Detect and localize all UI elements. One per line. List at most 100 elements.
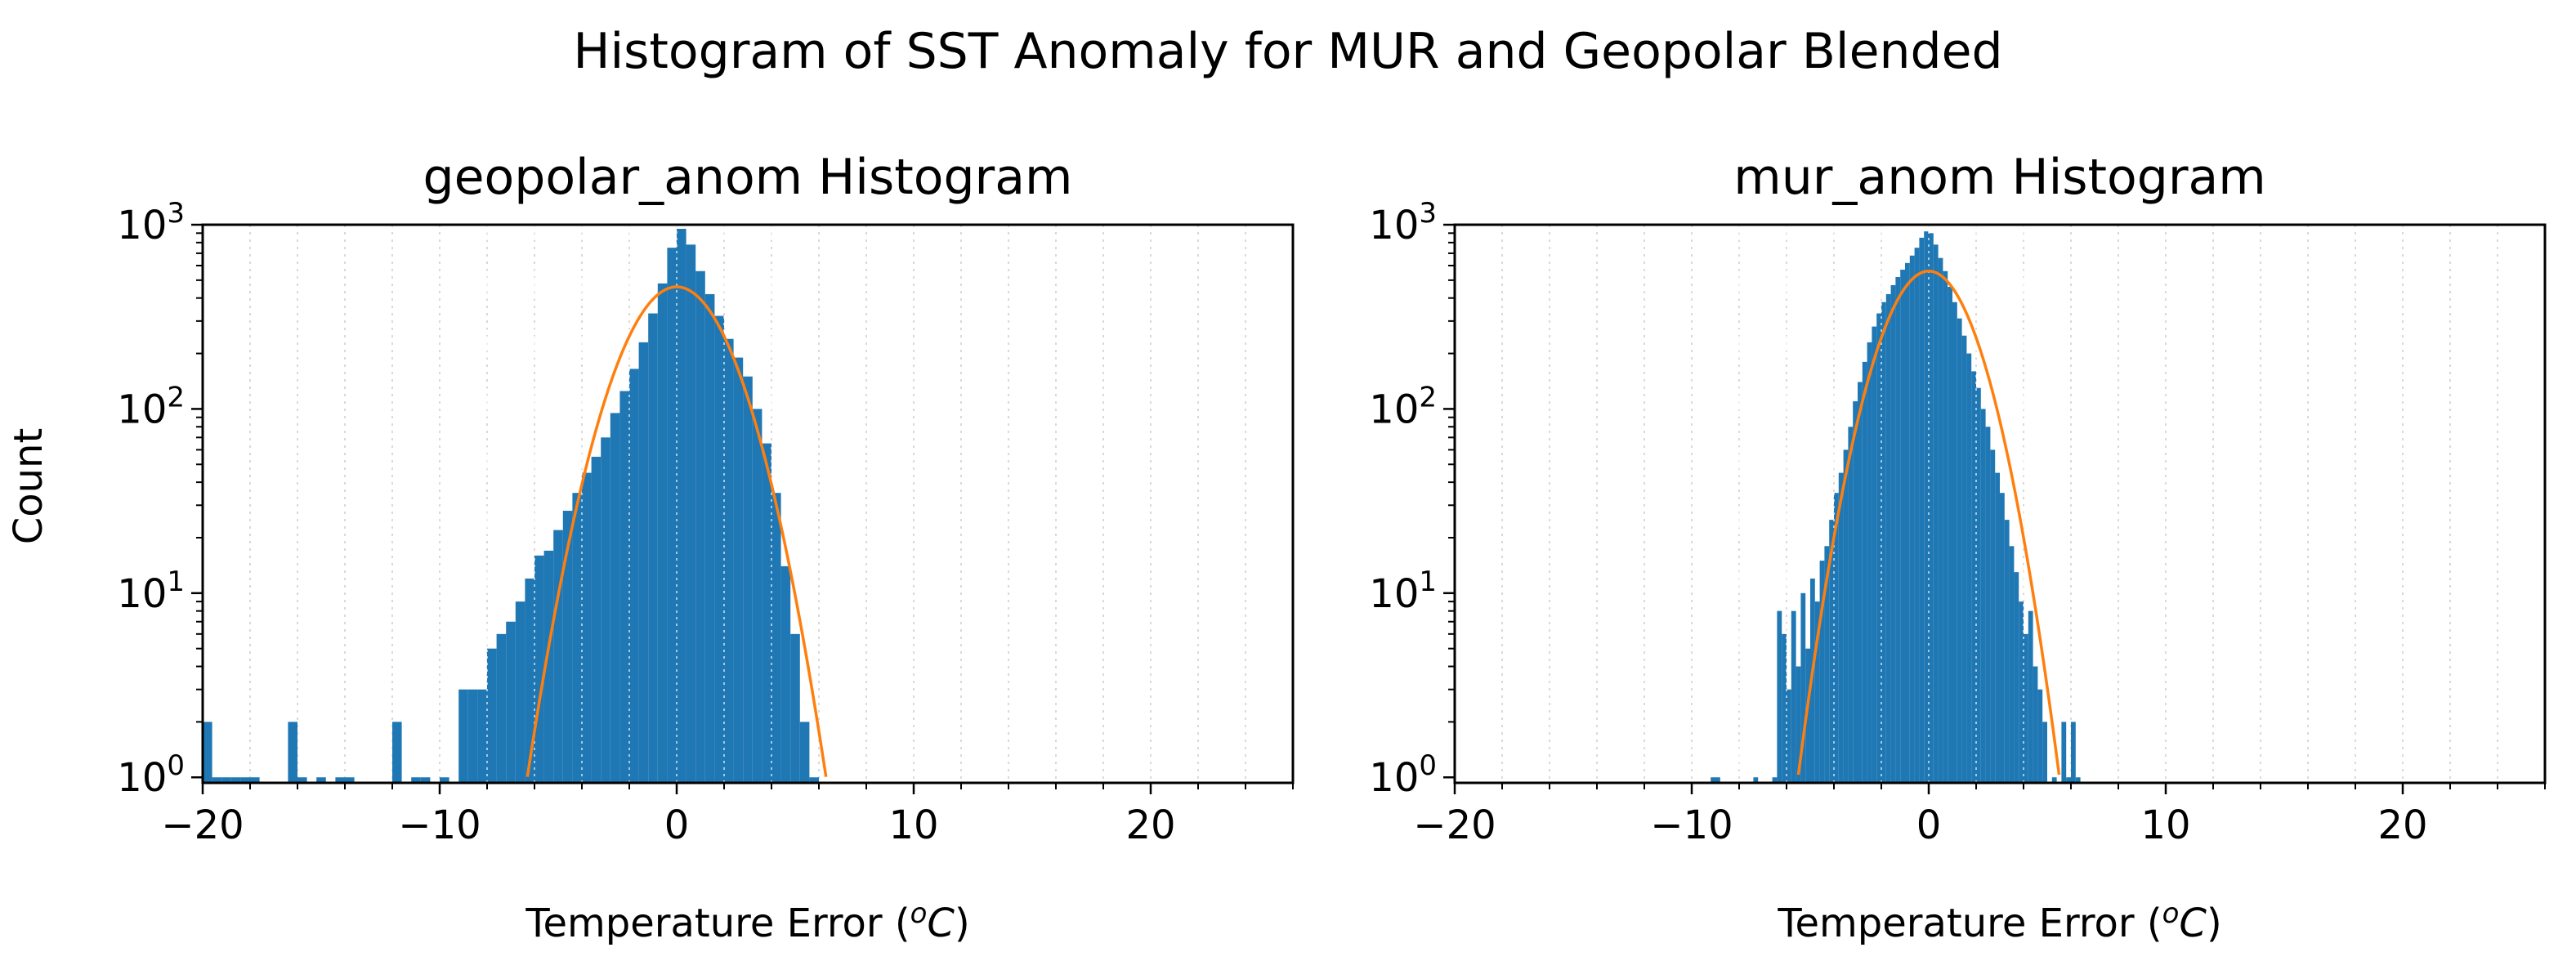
left-histogram-bar [506, 621, 516, 783]
left-x-tick-label: −20 [161, 802, 244, 848]
right-histogram-bar [1800, 592, 1806, 783]
left-histogram-bar [467, 689, 478, 783]
right-histogram-bar [1895, 277, 1901, 783]
right-histogram-bar [1929, 233, 1934, 783]
left-histogram-bar [610, 413, 620, 783]
right-histogram-bar [1753, 777, 1759, 783]
left-histogram-bar [629, 369, 639, 783]
left-histogram-bar [240, 777, 250, 783]
right-y-tick-label: 103 [1369, 197, 1437, 248]
left-histogram-bar [695, 270, 705, 783]
left-histogram-bar [686, 244, 696, 783]
right-histogram-bar [1995, 472, 2000, 783]
right-x-axis-label: Temperature Error (oC) [1778, 897, 2222, 946]
right-histogram-bar [2033, 666, 2038, 783]
left-histogram-bar [809, 777, 819, 783]
right-histogram-bar [1990, 449, 1996, 783]
left-fit-curve [525, 285, 828, 777]
right-histogram-bar [2024, 633, 2028, 783]
right-histogram-bar [1787, 689, 1791, 783]
right-fit-curve [1796, 270, 2061, 776]
left-histogram-bar [515, 601, 525, 783]
right-histogram-bar [1890, 284, 1896, 783]
right-histogram-bar [1980, 409, 1986, 783]
left-histogram-bar [638, 342, 649, 784]
right-histogram-bar [1805, 648, 1810, 783]
right-x-tick-label: 10 [2140, 802, 2190, 848]
right-histogram-bar [1924, 231, 1929, 783]
right-panel-title: mur_anom Histogram [1733, 149, 2266, 206]
left-histogram-bar [752, 409, 763, 783]
left-histogram-bar [601, 437, 610, 783]
right-x-tick-label: 0 [1916, 802, 1942, 848]
right-histogram-bar [1711, 777, 1715, 783]
left-histogram-bar [562, 511, 573, 783]
right-histogram-bar [2071, 722, 2076, 783]
right-histogram-bar [1772, 777, 1778, 783]
right-histogram-bar [1867, 342, 1872, 784]
left-y-tick-label: 103 [117, 197, 185, 248]
right-histogram-bar [1933, 244, 1939, 783]
right-y-tick-label: 102 [1369, 381, 1437, 432]
left-histogram-bar [790, 633, 800, 783]
left-histogram-bar [458, 689, 468, 783]
left-histogram-bar [704, 293, 715, 784]
left-histogram-bar [553, 530, 563, 783]
left-histogram-bar [297, 777, 307, 783]
right-histogram-bar [2042, 722, 2047, 783]
right-histogram-bar [1971, 371, 1976, 783]
right-histogram-bar [1885, 293, 1891, 784]
left-histogram-bar [411, 777, 421, 783]
right-histogram-bar [2037, 689, 2043, 783]
left-histogram-bar [230, 777, 241, 783]
right-histogram-bar [1914, 248, 1920, 784]
left-histogram-bar [440, 777, 449, 783]
left-panel-title: geopolar_anom Histogram [423, 149, 1073, 206]
right-histogram-bar [1938, 257, 1943, 783]
right-histogram-bar [1819, 561, 1825, 783]
left-histogram-bar [648, 313, 658, 784]
right-histogram-bar [1715, 777, 1720, 783]
right-histogram-bar [1838, 472, 1844, 783]
right-histogram-bar [1881, 302, 1886, 783]
right-histogram-bar [1905, 262, 1910, 784]
right-histogram-bar [1909, 255, 1915, 783]
left-histogram-bar [316, 777, 326, 783]
left-x-tick-label: −10 [398, 802, 481, 848]
left-histogram-bar [496, 633, 507, 783]
left-histogram-bar [724, 338, 734, 784]
left-histogram-bar [762, 443, 771, 783]
left-histogram-bar [345, 777, 355, 783]
right-histogram-bar [1853, 401, 1858, 783]
right-histogram-bar [1957, 318, 1962, 783]
left-histogram-bar [743, 376, 753, 783]
right-x-tick-label: −20 [1413, 802, 1496, 848]
left-histogram-bar [733, 357, 744, 783]
left-histogram-bar [667, 248, 677, 784]
left-y-tick-label: 102 [117, 381, 185, 432]
left-panel: −20 −10 0 10 20 100 101 102 103 [117, 197, 1295, 848]
left-histogram-bar [203, 722, 212, 783]
right-histogram-bar [2051, 777, 2057, 783]
right-histogram-bar [1872, 326, 1877, 783]
right-histogram-bar [2075, 777, 2081, 783]
right-y-tick-label: 101 [1369, 565, 1437, 617]
right-histogram-bar [1876, 313, 1881, 784]
left-histogram-bar [221, 777, 231, 783]
left-y-tick-label: 101 [117, 565, 185, 617]
right-histogram-bar [2061, 722, 2067, 783]
right-y-tick-label: 100 [1369, 749, 1437, 801]
right-histogram-bar [1919, 237, 1925, 783]
left-x-tick-label: 20 [1125, 802, 1175, 848]
right-histogram-bar [1782, 633, 1787, 783]
right-histogram-bar [1843, 449, 1849, 783]
left-histogram-bar [543, 550, 554, 783]
left-histogram-bar [212, 777, 222, 783]
right-histogram-bar [1948, 287, 1952, 783]
right-histogram-bar [2019, 601, 2024, 783]
right-histogram-bar [2028, 610, 2033, 783]
left-histogram-bar [619, 391, 629, 783]
left-x-tick-label: 0 [664, 802, 690, 848]
left-histogram-bar [250, 777, 260, 783]
